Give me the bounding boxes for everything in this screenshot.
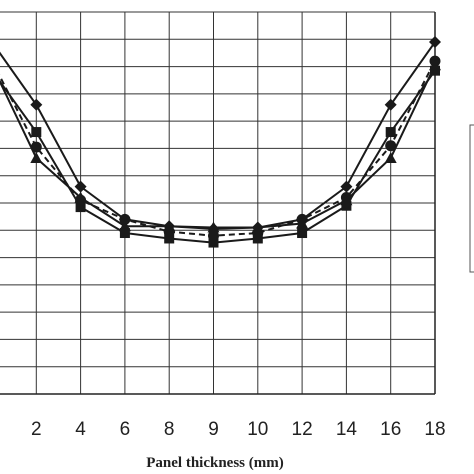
marker bbox=[74, 191, 87, 203]
x-tick-label: 18 bbox=[424, 419, 445, 440]
marker bbox=[341, 200, 352, 211]
marker bbox=[385, 140, 397, 152]
marker bbox=[429, 36, 441, 49]
marker bbox=[208, 237, 219, 248]
marker bbox=[119, 213, 131, 225]
marker bbox=[297, 228, 308, 239]
marker bbox=[164, 233, 175, 244]
marker bbox=[163, 220, 176, 232]
x-tick-label: 10 bbox=[247, 419, 268, 440]
marker bbox=[30, 141, 42, 153]
x-tick-label: 9 bbox=[208, 419, 219, 440]
x-tick-label: 2 bbox=[31, 419, 42, 440]
marker bbox=[340, 194, 353, 206]
marker bbox=[429, 59, 441, 71]
marker bbox=[251, 221, 264, 233]
x-tick-label: 14 bbox=[336, 419, 358, 440]
marker bbox=[296, 217, 309, 229]
legend-box bbox=[469, 124, 474, 273]
marker bbox=[430, 65, 440, 76]
x-tick-label: 8 bbox=[164, 419, 175, 440]
marker bbox=[30, 151, 43, 163]
marker bbox=[385, 127, 396, 138]
x-tick-label: 16 bbox=[380, 419, 401, 440]
marker bbox=[340, 180, 353, 193]
marker bbox=[207, 221, 220, 233]
marker bbox=[75, 202, 86, 213]
marker bbox=[30, 98, 43, 111]
marker bbox=[31, 127, 42, 138]
marker bbox=[118, 220, 131, 232]
marker bbox=[119, 228, 130, 239]
x-tick-label: 6 bbox=[120, 419, 131, 440]
marker bbox=[384, 151, 397, 163]
marker bbox=[384, 98, 397, 111]
line bbox=[0, 41, 436, 230]
x-tick-label: 12 bbox=[292, 419, 313, 440]
marker bbox=[208, 230, 219, 242]
marker bbox=[74, 180, 87, 193]
x-tick-label: 4 bbox=[75, 419, 86, 440]
x-axis-label: Panel thickness (mm) bbox=[146, 455, 284, 471]
